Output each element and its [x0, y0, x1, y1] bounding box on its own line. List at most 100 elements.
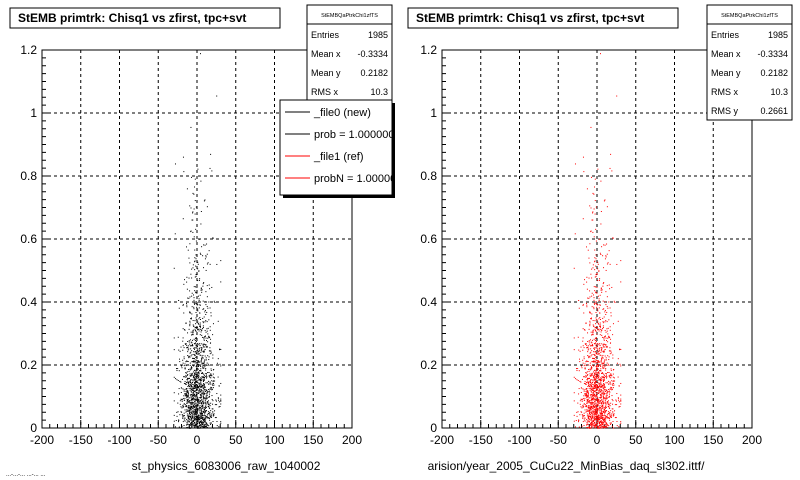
data-point	[603, 350, 605, 352]
x-tick-label: -200	[30, 433, 54, 447]
data-point	[605, 418, 607, 420]
data-point	[200, 412, 202, 414]
data-point	[591, 292, 593, 294]
data-point	[582, 362, 584, 364]
data-point	[604, 346, 606, 348]
data-point	[183, 424, 185, 426]
data-point	[597, 427, 599, 429]
data-point	[178, 349, 180, 351]
data-point	[583, 395, 585, 397]
data-point	[202, 384, 204, 386]
data-point	[190, 318, 192, 320]
data-point	[613, 300, 615, 302]
data-point	[195, 423, 197, 425]
data-point	[209, 382, 211, 384]
data-point	[191, 426, 193, 428]
data-point	[594, 286, 596, 288]
data-point	[197, 360, 199, 362]
data-point	[599, 322, 601, 324]
data-point	[589, 402, 591, 404]
data-point	[194, 379, 196, 381]
data-point	[594, 347, 596, 349]
data-point	[605, 320, 607, 322]
data-point	[197, 418, 199, 420]
data-point	[202, 362, 204, 364]
data-point	[592, 423, 594, 425]
data-point	[194, 213, 196, 215]
data-point	[173, 337, 175, 339]
data-point	[595, 228, 597, 230]
data-point	[603, 420, 605, 422]
data-point	[196, 383, 198, 385]
data-point	[596, 352, 598, 354]
data-point	[611, 389, 613, 391]
data-point	[196, 426, 198, 428]
data-point	[204, 389, 206, 391]
data-point	[208, 374, 210, 376]
data-point	[178, 393, 180, 395]
data-point	[206, 426, 208, 428]
data-point	[202, 300, 204, 302]
data-point	[178, 419, 180, 421]
data-point	[585, 390, 587, 392]
data-point	[210, 417, 212, 419]
data-point	[575, 378, 577, 380]
data-point	[194, 361, 196, 363]
data-point	[595, 392, 597, 394]
data-point	[182, 405, 184, 407]
data-point	[594, 269, 596, 271]
data-point	[206, 253, 208, 255]
data-point	[596, 396, 598, 398]
data-point	[608, 250, 610, 252]
data-point	[596, 360, 598, 362]
data-point	[582, 218, 584, 220]
data-point	[193, 414, 195, 416]
data-point	[200, 387, 202, 389]
data-point	[599, 354, 601, 356]
data-point	[593, 351, 595, 353]
data-point	[602, 376, 604, 378]
data-point	[595, 345, 597, 347]
data-point	[593, 306, 595, 308]
data-point	[199, 388, 201, 390]
data-point	[594, 418, 596, 420]
data-point	[196, 306, 198, 308]
data-point	[202, 400, 204, 402]
data-point	[586, 281, 588, 283]
data-point	[191, 427, 193, 429]
data-point	[594, 384, 596, 386]
data-point	[603, 244, 605, 246]
data-point	[190, 348, 192, 350]
stats-value: 0.2182	[760, 68, 788, 78]
data-point	[216, 95, 218, 97]
data-point	[192, 397, 194, 399]
data-point	[210, 153, 212, 155]
data-point	[201, 358, 203, 360]
data-point	[602, 387, 604, 389]
data-point	[580, 381, 582, 383]
data-point	[591, 344, 593, 346]
data-point	[591, 374, 593, 376]
data-point	[574, 163, 576, 165]
data-point	[198, 418, 200, 420]
data-point	[191, 219, 193, 221]
data-point	[199, 401, 201, 403]
data-point	[185, 395, 187, 397]
data-point	[200, 382, 202, 384]
data-point	[205, 255, 207, 257]
data-point	[586, 394, 588, 396]
data-point	[592, 398, 594, 400]
data-point	[184, 343, 186, 345]
data-point	[194, 404, 196, 406]
data-point	[596, 418, 598, 420]
data-point	[192, 413, 194, 415]
data-point	[612, 384, 614, 386]
data-point	[593, 303, 595, 305]
data-point	[207, 411, 209, 413]
data-point	[592, 331, 594, 333]
data-point	[588, 413, 590, 415]
data-point	[205, 374, 207, 376]
data-point	[597, 418, 599, 420]
data-point	[606, 423, 608, 425]
data-point	[589, 373, 591, 375]
